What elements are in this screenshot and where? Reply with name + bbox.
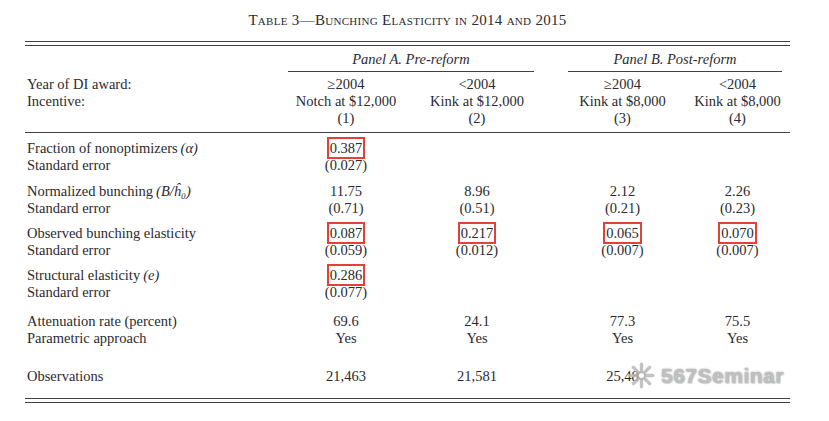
cell-value: 8.96	[412, 183, 542, 200]
row-label: Standard error	[25, 284, 280, 301]
incentive-row: Incentive: Notch at $12,000 Kink at $12,…	[25, 93, 790, 110]
cell-se	[412, 284, 542, 301]
cell-se	[560, 157, 685, 174]
row-group-structural-elasticity: Structural elasticity(e) 0.286 Standard …	[25, 267, 790, 301]
cell-se: (0.077)	[280, 284, 412, 301]
col1-number: (1)	[280, 110, 412, 127]
cell-value	[560, 140, 685, 157]
cell-se: (0.23)	[685, 200, 790, 217]
cell-value-highlighted: 0.217	[461, 225, 494, 241]
cell-se: (0.012)	[412, 242, 542, 259]
cell-value-highlighted: 0.087	[330, 225, 363, 241]
cell-value-highlighted: 0.065	[606, 225, 639, 241]
col3-incentive: Kink at $8,000	[560, 93, 685, 110]
row-label: Normalized bunching	[27, 183, 153, 199]
row-label-math: (α)	[181, 140, 198, 156]
cell-value: Yes	[560, 330, 685, 347]
panel-a-header: Panel A. Pre-reform	[288, 51, 534, 72]
row-label-math: (B/ĥ₀)	[156, 183, 191, 199]
cell-se: (0.007)	[560, 242, 685, 259]
cell-value	[685, 140, 790, 157]
col1-incentive: Notch at $12,000	[280, 93, 412, 110]
cell-value: 2.12	[560, 183, 685, 200]
cell-se: (0.71)	[280, 200, 412, 217]
table-row: Structural elasticity(e) 0.286	[25, 267, 790, 284]
col4-incentive: Kink at $8,000	[685, 93, 790, 110]
starburst-logo-icon	[628, 362, 655, 389]
header-rule	[25, 132, 790, 133]
col3-number: (3)	[560, 110, 685, 127]
cell-value	[560, 267, 685, 284]
cell-value: Yes	[412, 330, 542, 347]
bottom-double-rule	[25, 398, 790, 403]
row-label: Parametric approach	[25, 330, 280, 347]
cell-value	[412, 267, 542, 284]
row-label: Standard error	[25, 242, 280, 259]
row-group-nonoptimizers: Fraction of nonoptimizers(α) 0.387 Stand…	[25, 140, 790, 174]
table-row: Observed bunching elasticity 0.087 0.217…	[25, 225, 790, 242]
results-table: Panel A. Pre-reform Panel B. Post-reform…	[25, 41, 790, 403]
row-group-attenuation: Attenuation rate (percent) 69.6 24.1 77.…	[25, 313, 790, 347]
top-double-rule	[25, 41, 790, 46]
row-label: Standard error	[25, 157, 280, 174]
table-row: Parametric approach Yes Yes Yes Yes	[25, 330, 790, 347]
table-row: Standard error (0.027)	[25, 157, 790, 174]
cell-se	[560, 284, 685, 301]
col4-year: <2004	[685, 76, 790, 93]
col4-number: (4)	[685, 110, 790, 127]
cell-se: (0.059)	[280, 242, 412, 259]
row-label-math: (e)	[143, 267, 159, 283]
panel-b-header: Panel B. Post-reform	[568, 51, 782, 72]
watermark: 567Seminar	[628, 362, 784, 389]
cell-value: Yes	[685, 330, 790, 347]
cell-value: 2.26	[685, 183, 790, 200]
cell-se: (0.51)	[412, 200, 542, 217]
col1-year: ≥2004	[280, 76, 412, 93]
row-group-normalized-bunching: Normalized bunching(B/ĥ₀) 11.75 8.96 2.1…	[25, 183, 790, 217]
row-label: Structural elasticity	[27, 267, 140, 283]
cell-value: 11.75	[280, 183, 412, 200]
row-label: Observations	[25, 368, 280, 385]
cell-se: (0.007)	[685, 242, 790, 259]
cell-se	[412, 157, 542, 174]
column-numbers-row: (1) (2) (3) (4)	[25, 110, 790, 127]
row-label: Standard error	[25, 200, 280, 217]
cell-value	[412, 140, 542, 157]
cell-value: 69.6	[280, 313, 412, 330]
cell-value	[685, 267, 790, 284]
page-title: Table 3—Bunching Elasticity in 2014 and …	[25, 12, 790, 29]
row-label: Incentive:	[25, 93, 280, 110]
cell-value-highlighted: 0.387	[330, 140, 363, 156]
col2-year: <2004	[412, 76, 542, 93]
row-label: Fraction of nonoptimizers	[27, 140, 178, 156]
col2-incentive: Kink at $12,000	[412, 93, 542, 110]
cell-value: 75.5	[685, 313, 790, 330]
year-of-award-row: Year of DI award: ≥2004 <2004 ≥2004 <200…	[25, 76, 790, 93]
table-row: Fraction of nonoptimizers(α) 0.387	[25, 140, 790, 157]
cell-se	[685, 157, 790, 174]
table-row: Standard error (0.077)	[25, 284, 790, 301]
table-row: Standard error (0.71) (0.51) (0.21) (0.2…	[25, 200, 790, 217]
table-row: Attenuation rate (percent) 69.6 24.1 77.…	[25, 313, 790, 330]
cell-value: 21,581	[412, 368, 542, 385]
panel-header-row: Panel A. Pre-reform Panel B. Post-reform	[25, 51, 790, 72]
cell-se: (0.027)	[280, 157, 412, 174]
col3-year: ≥2004	[560, 76, 685, 93]
table-row: Normalized bunching(B/ĥ₀) 11.75 8.96 2.1…	[25, 183, 790, 200]
cell-value: 24.1	[412, 313, 542, 330]
cell-value-highlighted: 0.286	[330, 267, 363, 283]
cell-se: (0.21)	[560, 200, 685, 217]
cell-value: Yes	[280, 330, 412, 347]
cell-value: 77.3	[560, 313, 685, 330]
row-label: Attenuation rate (percent)	[27, 313, 177, 329]
cell-se	[685, 284, 790, 301]
cell-value: 21,463	[280, 368, 412, 385]
col2-number: (2)	[412, 110, 542, 127]
watermark-text: 567Seminar	[661, 364, 784, 388]
row-group-observed-elasticity: Observed bunching elasticity 0.087 0.217…	[25, 225, 790, 259]
cell-value-highlighted: 0.070	[721, 225, 754, 241]
row-label: Year of DI award:	[25, 76, 280, 93]
row-label: Observed bunching elasticity	[27, 225, 196, 241]
table-row: Standard error (0.059) (0.012) (0.007) (…	[25, 242, 790, 259]
